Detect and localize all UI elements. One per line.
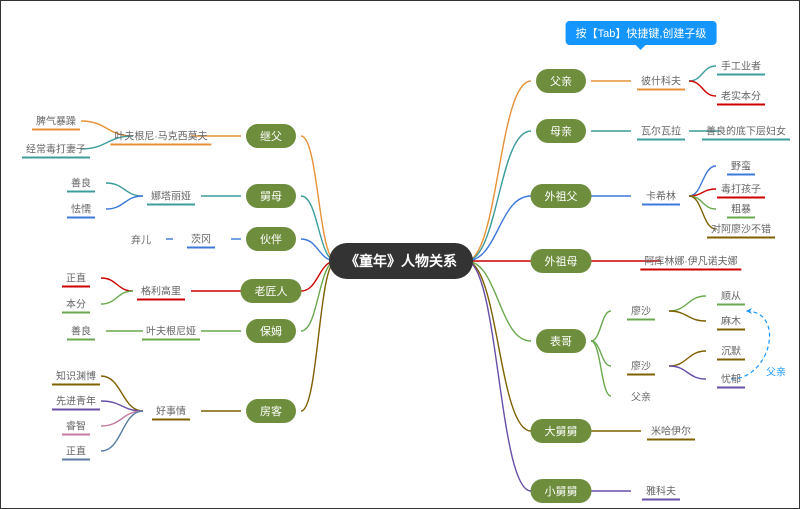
leaf-cousin-5-1[interactable]: 忧郁 [717,370,745,389]
branch-gma[interactable]: 外祖母 [531,249,592,273]
leaf-lodger-14-3[interactable]: 正直 [62,442,90,461]
root-node[interactable]: 《童年》人物关系 [329,243,473,279]
leaf-gpa-2-2[interactable]: 粗暴 [727,200,755,219]
sub-nanny-13[interactable]: 叶夫根尼娅 [142,322,200,341]
leaf-gpa-2-1[interactable]: 毒打孩子 [717,180,765,199]
leaf-crafts-12-0[interactable]: 正直 [62,269,90,288]
leaf-cousin-4-0[interactable]: 顺从 [717,287,745,306]
sub-crafts-12[interactable]: 格利高里 [137,282,185,301]
branch-stepf[interactable]: 继父 [246,124,296,148]
sub-father-0[interactable]: 彼什科夫 [637,72,685,91]
sub-cousin-5[interactable]: 廖沙 [627,357,655,376]
sub-cousin-6[interactable]: 父亲 [631,389,651,404]
leaf-crafts-12-1[interactable]: 本分 [62,295,90,314]
leaf-aunt-10-1[interactable]: 怯懦 [67,200,95,219]
leaf-lodger-14-2[interactable]: 睿智 [62,417,90,436]
leaf-cousin-4-1[interactable]: 麻木 [717,312,745,331]
sub-gpa-2[interactable]: 卡希林 [642,187,680,206]
sub-stepf-9[interactable]: 叶夫根尼·马克西莫夫 [110,127,211,146]
branch-uncleB[interactable]: 大舅舅 [531,419,592,443]
dashed-relation-label: 父亲 [766,364,786,379]
branch-aunt[interactable]: 舅母 [246,184,296,208]
sub-lodger-14[interactable]: 好事情 [152,402,190,421]
sub-uncleB-7[interactable]: 米哈伊尔 [647,422,695,441]
mindmap-canvas: 按【Tab】快捷键,创建子级《童年》人物关系父亲母亲外祖父外祖母表哥大舅舅小舅舅… [0,0,800,509]
leaf-lodger-14-0[interactable]: 知识渊博 [52,367,100,386]
branch-cousin[interactable]: 表哥 [536,329,586,353]
leaf-stepf-9-1[interactable]: 经常毒打妻子 [22,140,90,159]
sub-cousin-4[interactable]: 廖沙 [627,302,655,321]
sub-mother-1[interactable]: 瓦尔瓦拉 [637,122,685,141]
leaf-lodger-14-1[interactable]: 先进青年 [52,392,100,411]
leaf-mother-1-0[interactable]: 善良的底下层妇女 [702,122,790,141]
branch-gpa[interactable]: 外祖父 [531,184,592,208]
sub-gma-3[interactable]: 阿库林娜·伊凡诺夫娜 [640,252,741,271]
sub-friend-11[interactable]: 茨冈 [187,230,215,249]
leaf-friend-11-0[interactable]: 弃儿 [131,232,151,247]
branch-lodger[interactable]: 房客 [246,399,296,423]
branch-father[interactable]: 父亲 [536,69,586,93]
leaf-father-0-1[interactable]: 老实本分 [717,87,765,106]
leaf-cousin-5-0[interactable]: 沉默 [717,342,745,361]
branch-nanny[interactable]: 保姆 [246,319,296,343]
branch-uncleS[interactable]: 小舅舅 [531,479,592,503]
leaf-gpa-2-3[interactable]: 对阿廖沙不错 [707,220,775,239]
leaf-stepf-9-0[interactable]: 脾气暴躁 [32,112,80,131]
leaf-aunt-10-0[interactable]: 善良 [67,174,95,193]
branch-crafts[interactable]: 老匠人 [241,279,302,303]
sub-uncleS-8[interactable]: 雅科夫 [642,482,680,501]
leaf-gpa-2-0[interactable]: 野蛮 [727,157,755,176]
leaf-father-0-0[interactable]: 手工业者 [717,57,765,76]
leaf-nanny-13-0[interactable]: 善良 [67,322,95,341]
sub-aunt-10[interactable]: 娜塔丽娅 [147,187,195,206]
branch-friend[interactable]: 伙伴 [246,227,296,251]
branch-mother[interactable]: 母亲 [536,119,586,143]
hint-tooltip: 按【Tab】快捷键,创建子级 [566,21,717,45]
